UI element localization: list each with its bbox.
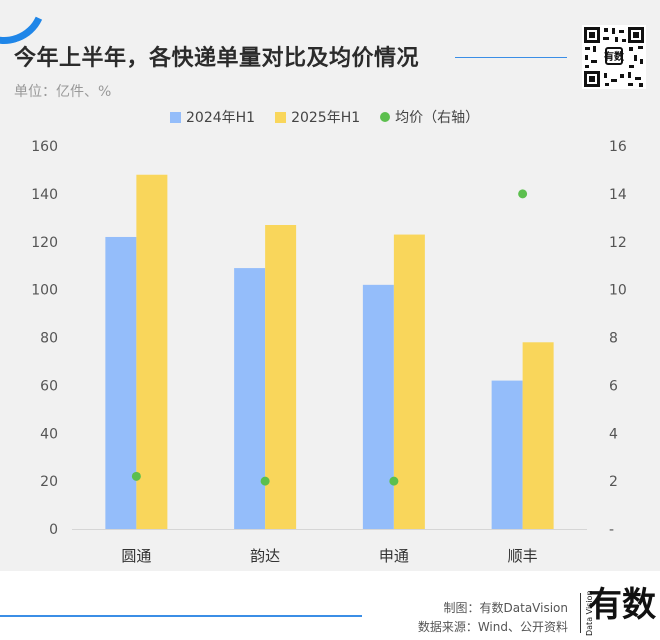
y-tick-left-5: 100: [31, 283, 58, 299]
bar-2024-2: [362, 284, 394, 529]
legend-dot-avg-price: [380, 112, 391, 122]
y-tick-right-6: 12: [609, 235, 627, 251]
y-tick-right-7: 14: [609, 187, 627, 203]
y-tick-right-8: 16: [609, 139, 627, 155]
y-tick-left-6: 120: [31, 235, 58, 251]
bar-chart: 0 20 40 60 80 100 120 140 160 - 2 4 6 8 10 12 14 16 圆通 韵达 申通…: [31, 139, 627, 565]
x-tick-label-3: 顺丰: [508, 547, 538, 565]
y-tick-left-0: 0: [49, 522, 58, 538]
legend-label-2025: 2025年H1: [291, 110, 361, 126]
avg-price-point-1: [260, 476, 270, 486]
avg-price-point-0: [131, 471, 141, 481]
y-tick-left-2: 40: [40, 426, 58, 442]
legend-item-2024: 2024年H1: [170, 107, 255, 127]
title-rule: [455, 57, 567, 58]
bar-2025-3: [522, 342, 554, 529]
y-tick-right-1: 2: [609, 474, 618, 490]
footer-rule: [0, 615, 362, 617]
credit-maker: 制图：有数DataVision: [443, 601, 568, 615]
avg-price-point-2: [389, 476, 399, 486]
legend: 2024年H1 2025年H1 均价（右轴）: [170, 107, 499, 127]
y-tick-left-3: 60: [40, 378, 58, 394]
bar-2025-2: [393, 234, 425, 529]
y-tick-left-7: 140: [31, 187, 58, 203]
bar-2024-0: [105, 236, 137, 529]
footer: [0, 571, 660, 640]
qr-logo-text: 有数: [604, 50, 625, 63]
chart-title: 今年上半年，各快递单量对比及均价情况: [14, 46, 420, 71]
logo-divider: [580, 593, 581, 633]
x-tick-label-1: 韵达: [250, 547, 280, 565]
unit-label: 单位：亿件、%: [14, 84, 112, 100]
brand-logo-sub: Data Vision: [585, 590, 594, 636]
y-tick-right-2: 4: [609, 426, 618, 442]
y-tick-right-5: 10: [609, 283, 627, 299]
y-tick-left-1: 20: [40, 474, 58, 490]
y-tick-left-8: 160: [31, 139, 58, 155]
qr-code-icon: 有数: [582, 25, 646, 89]
credit-source: 数据来源：Wind、公开资料: [417, 620, 568, 634]
legend-item-2025: 2025年H1: [275, 107, 360, 127]
legend-item-avg-price: 均价（右轴）: [380, 107, 479, 127]
avg-price-point-3: [518, 189, 528, 199]
bar-2025-0: [136, 174, 168, 529]
brand-logo: 有数: [588, 585, 656, 625]
x-tick-label-0: 圆通: [121, 547, 151, 565]
y-tick-right-4: 8: [609, 331, 618, 347]
legend-swatch-2025: [275, 111, 287, 123]
y-tick-right-0: -: [609, 522, 614, 538]
bar-2024-3: [491, 380, 523, 529]
legend-swatch-2024: [170, 111, 181, 123]
legend-label-2024: 2024年H1: [186, 110, 256, 126]
legend-label-avg-price: 均价（右轴）: [395, 110, 480, 126]
bar-2024-1: [234, 268, 266, 529]
x-tick-label-2: 申通: [379, 547, 409, 565]
y-tick-right-3: 6: [609, 378, 618, 394]
y-tick-left-4: 80: [40, 331, 58, 347]
bar-2025-1: [265, 224, 297, 529]
